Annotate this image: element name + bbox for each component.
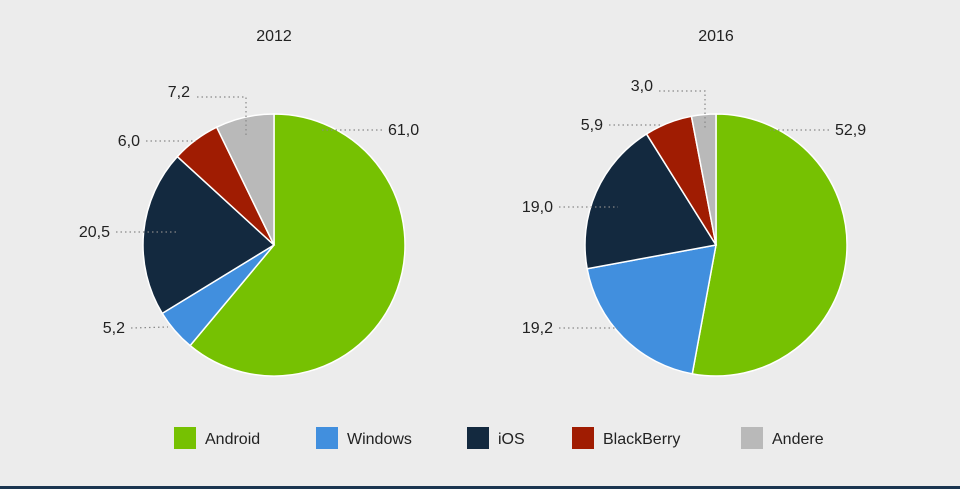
legend-swatch-blackberry [572, 427, 594, 449]
data-label-andere-2012: 7,2 [168, 84, 190, 101]
pie-slice-windows-2016[interactable] [586, 244, 717, 375]
legend-item-andere[interactable]: Andere [741, 427, 824, 449]
legend-swatch-ios [467, 427, 489, 449]
data-label-ios-2012: 20,5 [79, 224, 110, 241]
pie-chart-2016: 2016 52,9 19,2 19,0 5,9 3,0 [522, 28, 866, 377]
leader-line-andere-2016 [659, 90, 706, 128]
legend-swatch-windows [316, 427, 338, 449]
legend-swatch-andere [741, 427, 763, 449]
data-label-blackberry-2016: 5,9 [581, 117, 603, 134]
pie-slice-ios-2016[interactable] [584, 132, 718, 270]
legend-label-android: Android [205, 431, 260, 448]
pie-slice-android-2012[interactable] [189, 113, 406, 377]
legend-label-ios: iOS [498, 431, 525, 448]
data-label-android-2016: 52,9 [835, 122, 866, 139]
data-label-blackberry-2012: 6,0 [118, 133, 140, 150]
data-label-andere-2016: 3,0 [631, 78, 653, 95]
chart-title-2016: 2016 [698, 28, 734, 45]
legend-item-ios[interactable]: iOS [467, 427, 525, 449]
chart-title-2012: 2012 [256, 28, 292, 45]
legend-item-blackberry[interactable]: BlackBerry [572, 427, 680, 449]
legend-swatch-android [174, 427, 196, 449]
data-label-windows-2012: 5,2 [103, 320, 125, 337]
pie-chart-2012: 2012 61,0 5,2 20,5 6,0 7,2 [79, 28, 419, 377]
legend: Android Windows iOS BlackBerry Andere [174, 427, 824, 449]
data-label-android-2012: 61,0 [388, 122, 419, 139]
legend-item-windows[interactable]: Windows [316, 427, 412, 449]
pie-slice-andere-2016[interactable] [690, 113, 717, 246]
pie-slice-andere-2012[interactable] [215, 113, 275, 246]
bottom-rule [0, 486, 960, 489]
data-label-ios-2016: 19,0 [522, 199, 553, 216]
data-label-windows-2016: 19,2 [522, 320, 553, 337]
legend-label-blackberry: BlackBerry [603, 431, 680, 448]
leader-line-windows-2012 [130, 326, 169, 329]
pie-slice-android-2016[interactable] [691, 113, 848, 377]
legend-label-andere: Andere [772, 431, 824, 448]
legend-label-windows: Windows [347, 431, 412, 448]
legend-item-android[interactable]: Android [174, 427, 260, 449]
